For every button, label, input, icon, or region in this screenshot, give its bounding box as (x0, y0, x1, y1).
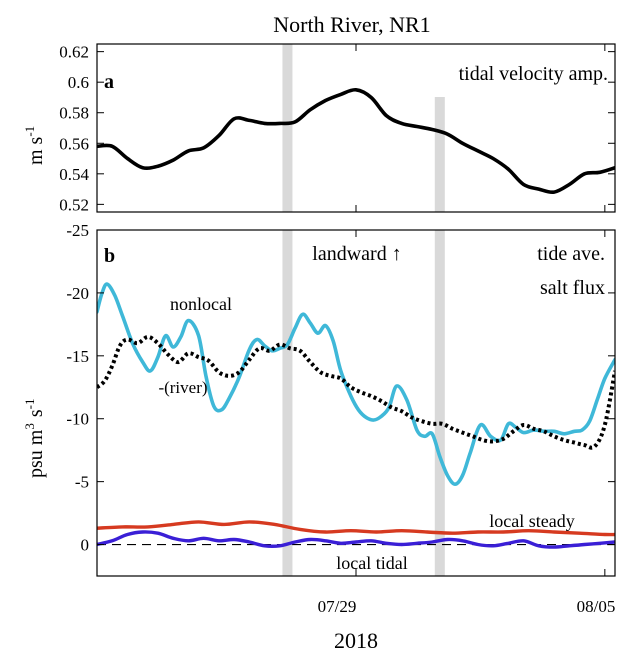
flux-annotation-line2: salt flux (540, 277, 605, 299)
panel-b-ylabel-exp1: 3 (22, 423, 37, 430)
panel-a-ylabel-main: m s (25, 136, 47, 165)
legend-local-steady: local steady (489, 511, 574, 531)
x-tick-label-0805: 08/05 (577, 597, 616, 616)
series-line-nonlocal (97, 282, 615, 486)
panel-b: -25 -20 -15 -10 -5 0 b landward ↑ tide ave. s… (22, 221, 616, 577)
figure-title: North River, NR1 (273, 12, 430, 37)
y-tick-label: 0.54 (59, 165, 89, 184)
series-line-velocity (97, 87, 615, 195)
legend-local-tidal: local tidal (336, 553, 407, 573)
y-tick-label: -5 (75, 473, 89, 492)
panel-b-series (97, 282, 615, 549)
y-tick-label: -25 (66, 221, 89, 240)
x-tick-label-0729: 07/29 (318, 597, 357, 616)
y-tick-label: -10 (66, 410, 89, 429)
panel-b-y-ticks: -25 -20 -15 -10 -5 0 (66, 221, 615, 555)
shaded-band (434, 97, 445, 212)
series-line-local-tidal (97, 530, 615, 549)
flux-annotation-line1: tide ave. (537, 243, 605, 265)
y-tick-label: 0.56 (59, 134, 89, 153)
panel-a-ylabel: m s-1 (22, 126, 47, 165)
panel-b-x-ticks (355, 230, 606, 576)
y-tick-label: 0 (81, 536, 90, 555)
panel-b-ylabel: psu m3 s-1 (22, 399, 47, 478)
panel-a-x-ticks (355, 44, 606, 212)
panel-a-label: a (104, 71, 114, 93)
shaded-band (434, 230, 445, 576)
panel-a-series (97, 87, 615, 195)
y-tick-label: 0.52 (59, 195, 89, 214)
panel-b-shading (282, 230, 445, 576)
landward-annotation: landward ↑ (312, 243, 401, 265)
shaded-band (282, 230, 293, 576)
panel-b-label: b (104, 245, 115, 267)
panel-a-shading (282, 44, 445, 212)
legend-river: -(river) (158, 378, 207, 397)
y-tick-label: 0.62 (59, 43, 89, 62)
x-axis-label: 2018 (334, 628, 378, 653)
panel-a-ylabel-exp: -1 (22, 126, 37, 137)
panel-b-ylabel-main: psu m (25, 429, 47, 478)
y-tick-label: 0.58 (59, 104, 89, 123)
y-tick-label: 0.6 (68, 73, 89, 92)
panel-a-y-ticks: 0.62 0.6 0.58 0.56 0.54 0.52 (59, 43, 615, 214)
y-tick-label: -15 (66, 347, 89, 366)
y-tick-label: -20 (66, 284, 89, 303)
panel-a-annotation: tidal velocity amp. (459, 63, 608, 85)
panel-a: 0.62 0.6 0.58 0.56 0.54 0.52 a tidal velocity… (22, 43, 616, 214)
series-line-local-steady (97, 520, 615, 537)
shaded-band (282, 44, 293, 212)
panel-b-ylabel-exp2: -1 (22, 399, 37, 410)
legend-nonlocal: nonlocal (170, 294, 232, 314)
panel-b-ylabel-mid: s (25, 409, 47, 417)
